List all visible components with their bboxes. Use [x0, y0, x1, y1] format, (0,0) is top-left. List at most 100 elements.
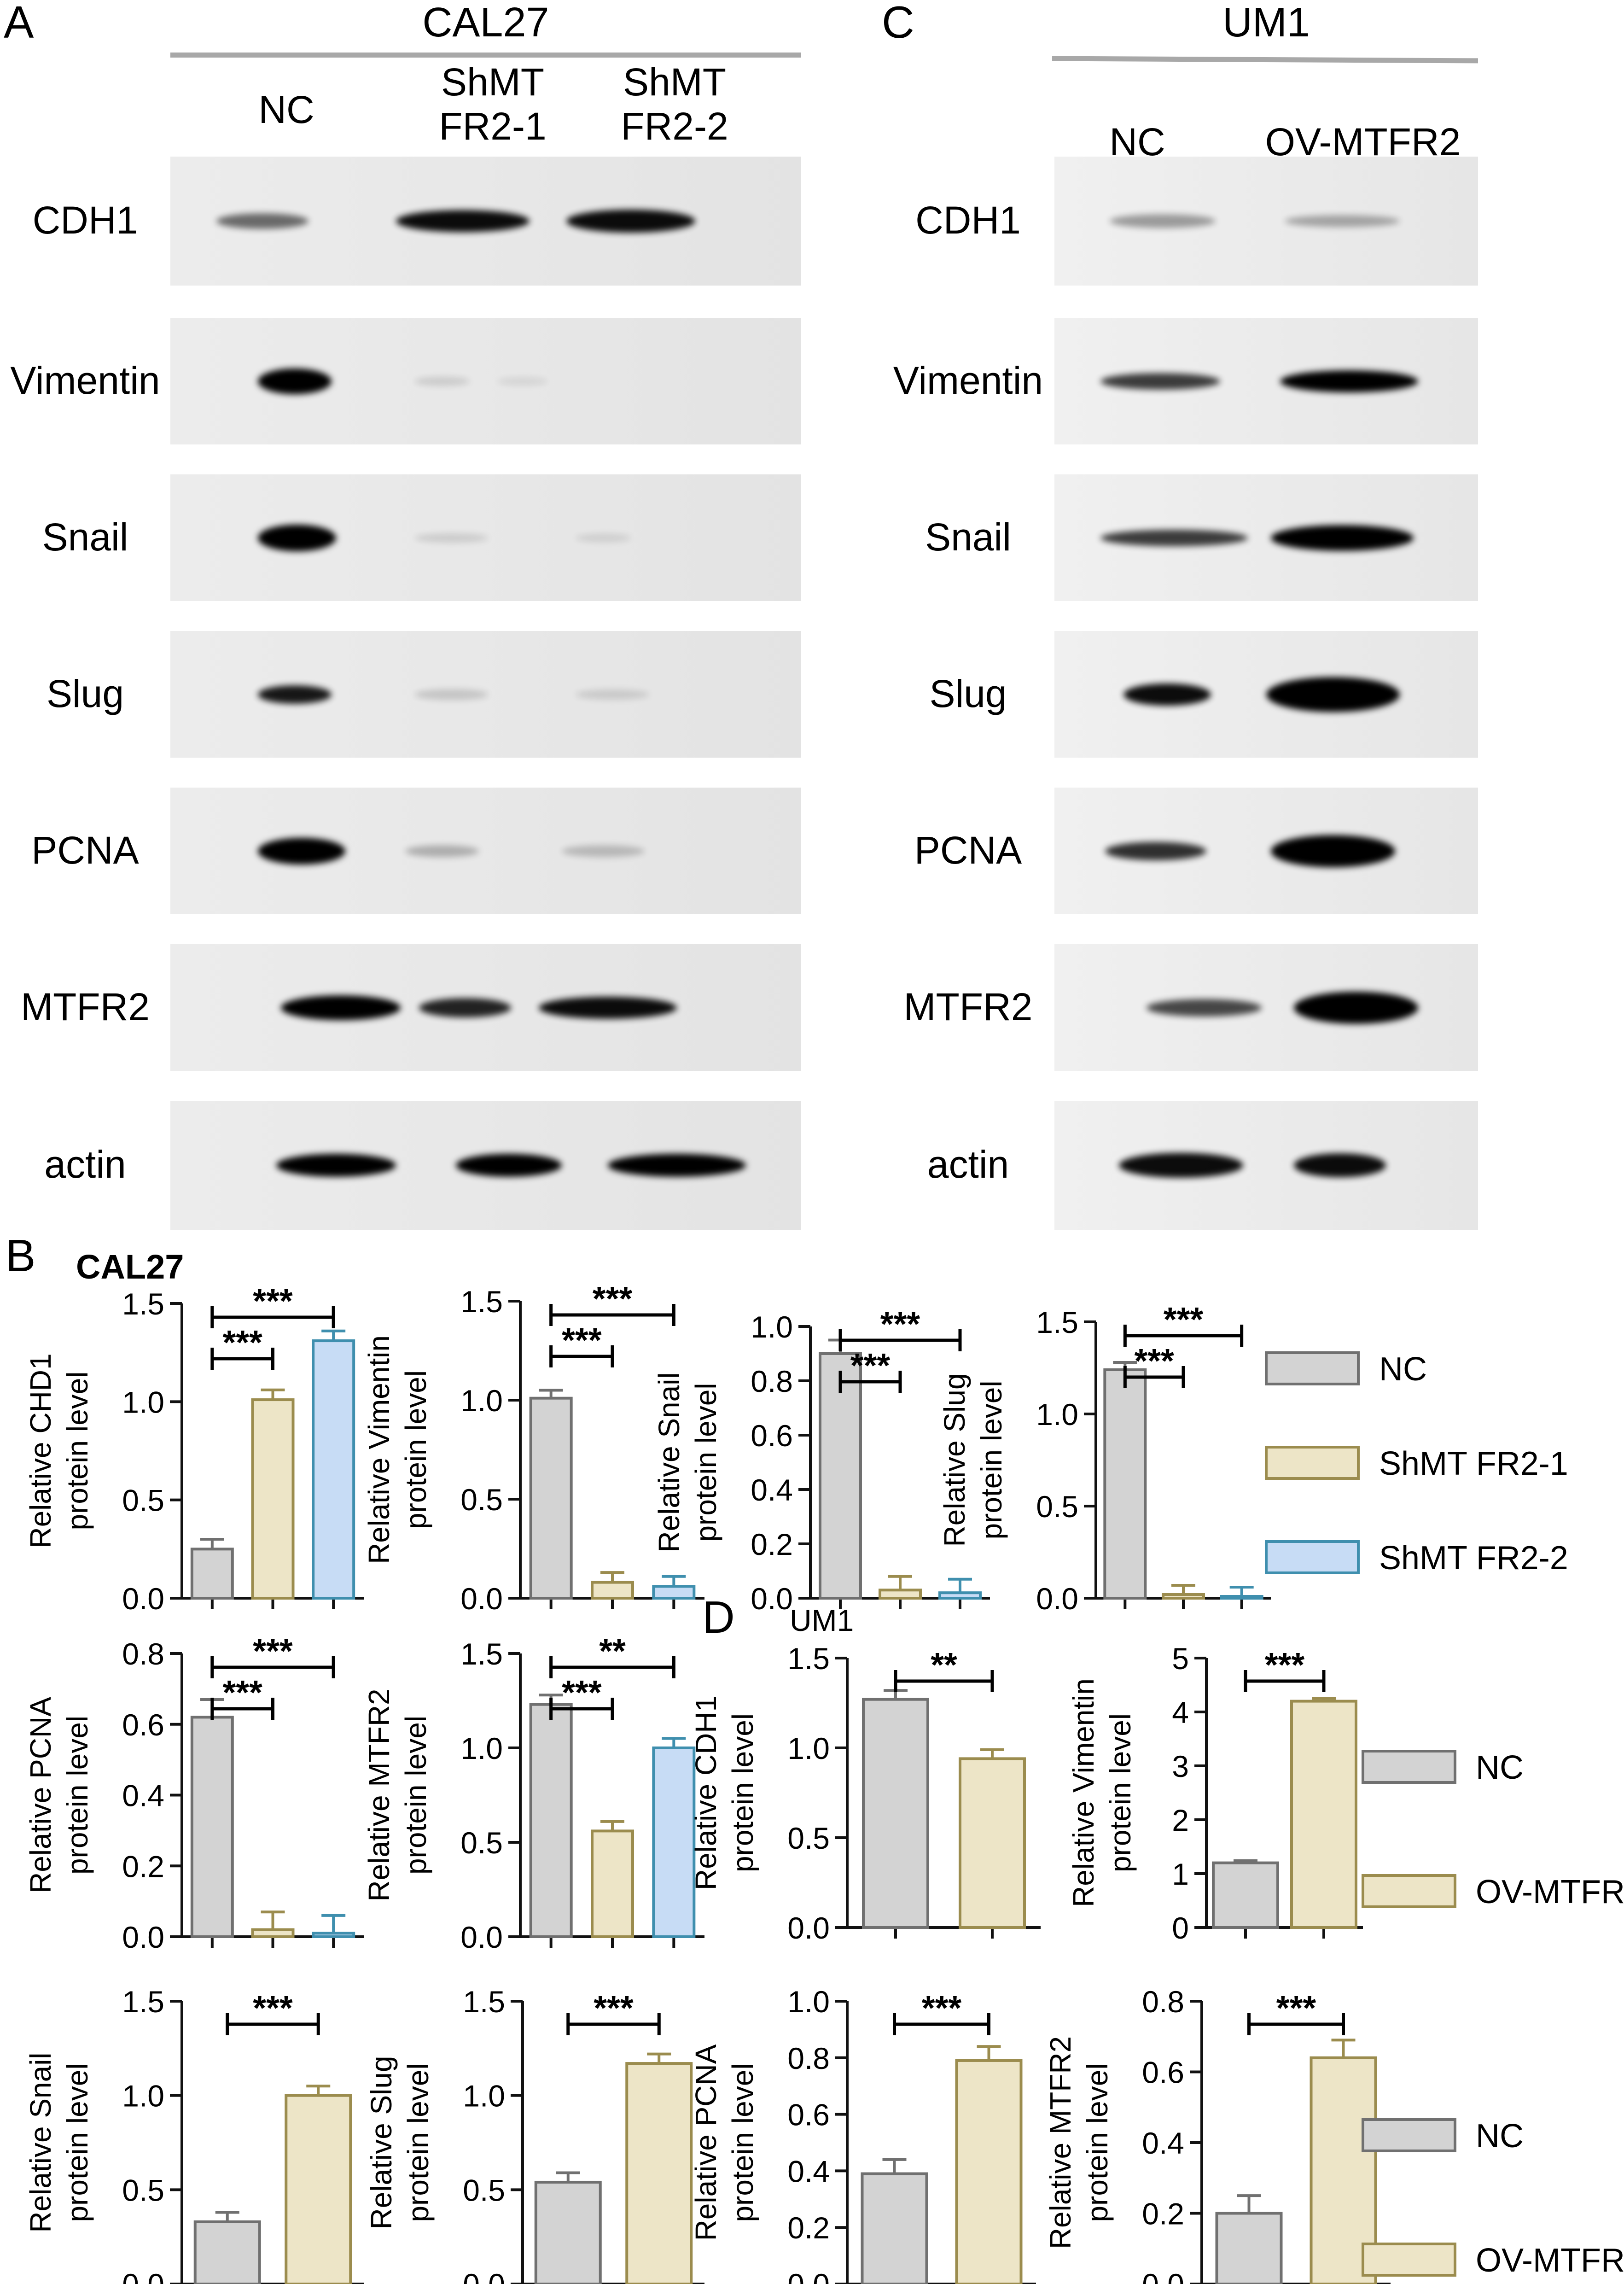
blot-c-strip	[1054, 788, 1478, 914]
chart-d-vim: 0 1 2 3 4 5 Relative Vimentin protein level ***	[1067, 1641, 1363, 1945]
blot-band	[258, 837, 345, 865]
y-tick-label: 3	[1172, 1749, 1189, 1783]
y-tick-label: 1.0	[460, 1731, 503, 1765]
y-tick-label: 0.5	[460, 1826, 503, 1860]
blot-band	[566, 210, 695, 233]
bar	[312, 1339, 355, 1600]
y-tick-label: 0.8	[751, 1364, 793, 1398]
y-tick-label: 1.0	[122, 1385, 164, 1419]
significance-label: ***	[850, 1346, 891, 1384]
bar	[1162, 1593, 1205, 1600]
blot-c-strip	[1054, 318, 1478, 444]
bar	[285, 2094, 352, 2284]
blot-band	[1110, 214, 1216, 228]
blot-c-strip	[1054, 944, 1478, 1071]
y-tick-label: 0.0	[787, 1911, 830, 1945]
y-axis-label: Relative MTFR2	[1044, 2036, 1077, 2249]
blot-band	[419, 998, 511, 1017]
significance-label: ***	[222, 1673, 262, 1712]
blot-band	[1100, 373, 1220, 390]
blot-c-row-label: Vimentin	[893, 358, 1043, 402]
legend-swatch	[1362, 2243, 1456, 2277]
blot-a-strip	[170, 631, 801, 758]
legend-label: ShMT FR2-2	[1379, 1540, 1568, 1577]
blot-c-row-label: MTFR2	[903, 985, 1033, 1028]
chart-b-cdh1: 0.0 0.5 1.0 1.5 Relative CHD1 protein level **…	[24, 1282, 364, 1616]
blot-a-header-line	[170, 53, 801, 58]
y-tick-label: 1.0	[1036, 1397, 1078, 1431]
bar	[190, 1548, 234, 1600]
y-tick-label: 1.0	[751, 1310, 793, 1344]
blot-band	[497, 377, 548, 386]
y-tick-label: 1.5	[460, 1285, 503, 1319]
y-tick-label: 1.5	[1036, 1305, 1078, 1339]
y-axis-label: protein level	[975, 1380, 1008, 1539]
bar	[591, 1829, 634, 1938]
significance-label: ***	[562, 1673, 602, 1712]
legend-swatch	[1362, 2118, 1456, 2152]
significance-label: ***	[253, 1989, 293, 2027]
y-tick-label: 0.5	[122, 2173, 164, 2207]
blot-band	[258, 368, 332, 394]
blot-band	[539, 996, 677, 1019]
significance-label: ***	[880, 1305, 920, 1343]
significance-label: **	[931, 1646, 957, 1684]
y-tick-label: 0.0	[463, 2267, 505, 2284]
legend-label: NC	[1476, 1749, 1524, 1786]
bar	[534, 2180, 602, 2284]
y-axis-label: Relative MTFR2	[362, 1688, 396, 1901]
y-tick-label: 0.6	[122, 1708, 164, 1742]
bar	[862, 1698, 929, 1929]
y-tick-label: 1.5	[787, 1641, 830, 1676]
y-tick-label: 0.2	[1142, 2197, 1184, 2231]
y-axis-label: protein level	[402, 2063, 435, 2222]
y-axis-label: Relative Slug	[938, 1373, 971, 1547]
blot-band	[258, 685, 332, 704]
y-tick-label: 1.0	[122, 2079, 164, 2113]
significance-label: ***	[593, 1279, 633, 1318]
blot-band	[414, 376, 470, 386]
blot-band	[1294, 1153, 1386, 1177]
chart-d-cdh1: 0.0 0.5 1.0 1.5 Relative CDH1 protein level **	[689, 1641, 1041, 1945]
bar	[938, 1591, 982, 1600]
y-axis-label: Relative PCNA	[24, 1697, 57, 1893]
chart-b-pcna: 0.0 0.2 0.4 0.6 0.8 Relative PCNA protein leve…	[24, 1632, 364, 1954]
significance-label: ***	[1265, 1646, 1305, 1684]
panel-b-title: CAL27	[76, 1248, 184, 1286]
blot-band	[258, 524, 336, 551]
bar	[251, 1398, 295, 1600]
y-tick-label: 1.0	[463, 2079, 505, 2113]
y-tick-label: 1.5	[122, 1985, 164, 2019]
legend-swatch	[1265, 1540, 1360, 1574]
significance-label: ***	[1164, 1300, 1204, 1338]
blot-band	[562, 845, 645, 857]
y-axis-label: Relative Snail	[652, 1372, 686, 1552]
significance-label: **	[599, 1632, 626, 1670]
bar	[529, 1396, 573, 1600]
blot-c-cell-line: UM1	[1222, 0, 1310, 46]
blot-c-lane-label: OV-MTFR2	[1265, 120, 1461, 164]
y-tick-label: 0.6	[751, 1419, 793, 1453]
bar	[1220, 1595, 1263, 1600]
blot-band	[1147, 999, 1262, 1016]
y-axis-label: protein level	[726, 2063, 759, 2222]
blot-a-row-label: actin	[44, 1143, 126, 1186]
significance-label: ***	[1276, 1989, 1316, 2027]
significance-label: ***	[253, 1632, 293, 1670]
blot-band	[396, 210, 530, 232]
blot-a-lane-label: ShMT FR2-2	[621, 60, 728, 148]
bar	[1215, 2212, 1283, 2284]
blot-a-strip	[170, 788, 801, 914]
blot-band	[1294, 991, 1418, 1024]
legend-label: NC	[1476, 2118, 1524, 2155]
y-axis-label: protein level	[399, 1370, 432, 1529]
y-axis-label: protein level	[726, 1713, 759, 1872]
blot-band	[576, 533, 631, 542]
y-tick-label: 0.0	[787, 2267, 830, 2284]
significance-label: ***	[1134, 1342, 1174, 1380]
significance-label: ***	[253, 1282, 293, 1320]
blot-band	[456, 1154, 562, 1177]
y-tick-label: 0.4	[751, 1473, 793, 1507]
